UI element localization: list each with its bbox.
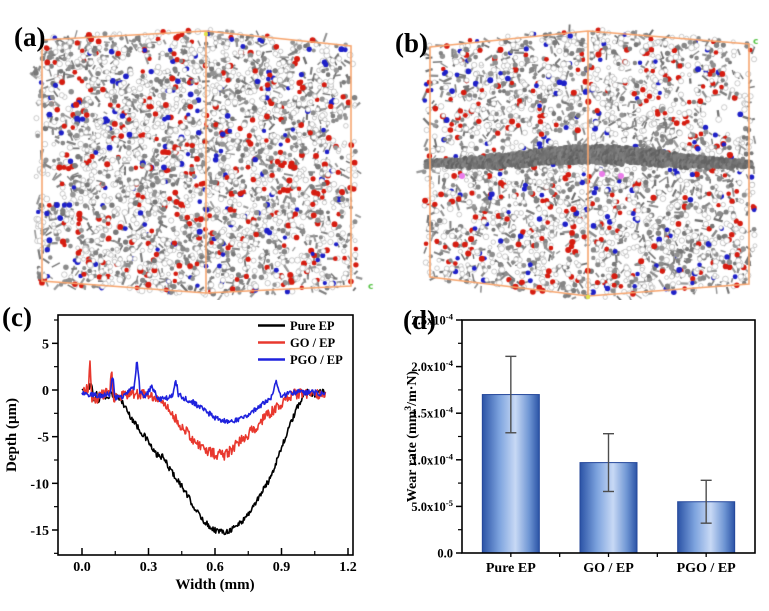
svg-text:Pure EP: Pure EP <box>486 561 536 576</box>
panel-d-wear-rate-chart: 0.0 5.0x10-5 1.0x10-4 1.5x10-4 2.0x10-4 2.5x1… <box>385 300 769 611</box>
svg-text:Pure EP: Pure EP <box>290 319 335 333</box>
svg-text:0: 0 <box>42 384 49 399</box>
line-chart-depth-vs-width: 0.0 0.3 0.6 0.9 1.2 5 0 -5 -10 -15 Pure EP GO / EP P… <box>4 314 357 593</box>
svg-text:Wear rate (mm3​/m·N): Wear rate (mm3​/m·N) <box>403 370 420 502</box>
panel-c-depth-profile-chart: 0.0 0.3 0.6 0.9 1.2 5 0 -5 -10 -15 Pure EP GO / EP P… <box>0 300 385 611</box>
svg-text:-15: -15 <box>30 524 49 539</box>
bar-chart-wear-rate: 0.0 5.0x10-5 1.0x10-4 1.5x10-4 2.0x10-4 2.5x1… <box>403 312 756 576</box>
panel-a-molecular-model: (a) <box>0 0 385 300</box>
panel-b-molecular-model: (b) <box>385 0 769 300</box>
svg-text:0.6: 0.6 <box>206 560 224 575</box>
molecular-render-pure-ep <box>0 0 385 300</box>
svg-text:2.5x10-4: 2.5x10-4 <box>411 312 453 328</box>
panel-label-b: (b) <box>395 28 428 58</box>
svg-text:5: 5 <box>42 337 49 352</box>
panel-label-d: (d) <box>403 305 436 335</box>
svg-text:5.0x10-5: 5.0x10-5 <box>411 498 453 514</box>
svg-text:0.0: 0.0 <box>73 560 91 575</box>
svg-text:1.5x10-4: 1.5x10-4 <box>411 405 453 421</box>
molecular-render-go-ep <box>385 0 769 300</box>
svg-text:2.0x10-4: 2.0x10-4 <box>411 358 453 374</box>
svg-text:0.3: 0.3 <box>140 560 158 575</box>
svg-text:Width (mm): Width (mm) <box>175 577 254 593</box>
svg-text:-5: -5 <box>37 431 49 446</box>
panel-label-c: (c) <box>2 302 32 332</box>
svg-text:GO / EP: GO / EP <box>290 336 336 350</box>
svg-text:0.9: 0.9 <box>273 560 291 575</box>
svg-text:1.0x10-4: 1.0x10-4 <box>411 451 453 467</box>
svg-text:-10: -10 <box>30 477 49 492</box>
svg-text:1.2: 1.2 <box>339 560 357 575</box>
panel-label-a: (a) <box>14 22 46 52</box>
svg-text:Depth (μm): Depth (μm) <box>4 398 20 472</box>
svg-text:PGO / EP: PGO / EP <box>290 353 343 367</box>
svg-text:0.0: 0.0 <box>437 547 453 561</box>
svg-text:PGO / EP: PGO / EP <box>677 561 737 576</box>
svg-text:GO / EP: GO / EP <box>583 561 634 576</box>
